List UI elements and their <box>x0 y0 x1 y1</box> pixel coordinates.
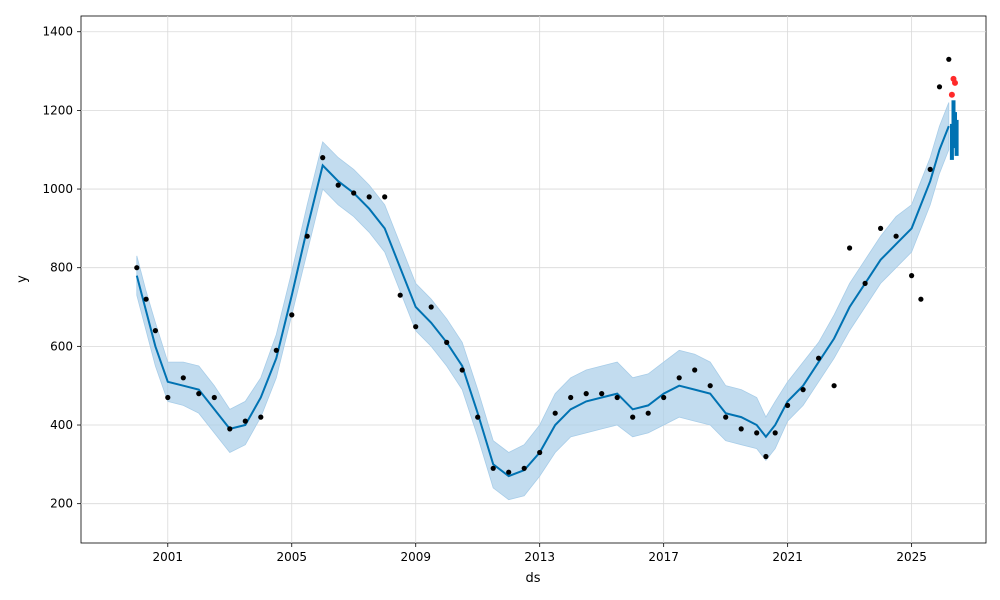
y-axis-label: y <box>15 275 30 283</box>
x-tick-label: 2025 <box>896 550 927 564</box>
observed-point <box>521 465 527 471</box>
observed-point <box>763 453 769 460</box>
observed-point <box>918 296 924 302</box>
observed-point <box>413 324 419 330</box>
observed-point <box>180 375 186 381</box>
forecast-series-line <box>135 125 950 478</box>
observed-point <box>630 414 636 420</box>
observed-point <box>645 410 651 416</box>
observed-point <box>444 339 450 345</box>
observed-point <box>738 426 744 432</box>
observed-point <box>831 383 837 389</box>
observed-point <box>242 418 248 424</box>
observed-point <box>614 394 620 401</box>
y-tick-label: 1000 <box>42 182 73 196</box>
observed-point <box>723 414 729 420</box>
y-tick-label: 200 <box>50 497 73 511</box>
observed-point <box>459 367 465 373</box>
observed-point <box>692 367 698 373</box>
observed-point <box>800 387 806 393</box>
observed-point <box>152 328 158 334</box>
observed-point <box>397 292 403 298</box>
x-tick-label: 2001 <box>153 550 184 564</box>
x-tick-label: 2005 <box>276 550 307 564</box>
observed-point <box>227 426 233 432</box>
interval-area <box>136 102 950 501</box>
observed-point <box>211 394 217 401</box>
observed-point <box>537 449 543 456</box>
observed-point <box>273 347 279 353</box>
forecast-tail-bar <box>954 119 959 156</box>
observed-point <box>661 394 667 401</box>
observed-point <box>862 280 868 286</box>
observed-point <box>506 469 512 475</box>
observed-point <box>707 383 713 389</box>
observed-points <box>134 56 952 475</box>
observed-point <box>165 394 171 401</box>
y-tick-label: 1400 <box>42 25 73 39</box>
highlight-point <box>948 91 955 98</box>
observed-point <box>366 194 372 200</box>
observed-point <box>289 312 295 318</box>
observed-point <box>893 233 899 239</box>
forecast-line <box>135 125 950 478</box>
observed-point <box>927 166 933 172</box>
observed-point <box>583 391 589 397</box>
observed-point <box>568 394 574 401</box>
observed-point <box>490 465 496 471</box>
y-tick-label: 400 <box>50 418 73 432</box>
observed-point <box>552 410 558 416</box>
observed-point <box>258 414 264 420</box>
observed-point <box>754 430 760 436</box>
observed-point <box>936 84 943 90</box>
observed-point <box>351 190 357 196</box>
observed-point <box>946 56 952 62</box>
x-tick-label: 2013 <box>524 550 555 564</box>
x-tick-label: 2021 <box>772 550 803 564</box>
forecast-tail <box>949 100 959 160</box>
uncertainty-band <box>136 102 950 501</box>
observed-point <box>382 194 388 200</box>
y-tick-label: 1200 <box>42 103 73 117</box>
observed-point <box>304 233 310 239</box>
observed-point <box>320 155 326 161</box>
observed-point <box>143 296 149 302</box>
y-axis-ticks: 200 400 600 800 1000 1200 1400 <box>42 25 81 511</box>
highlight-points <box>948 75 958 98</box>
observed-point <box>909 273 915 279</box>
x-axis-ticks: 2001 2005 2009 2013 2017 2021 2025 <box>153 543 927 564</box>
observed-point <box>196 391 202 397</box>
x-tick-label: 2009 <box>400 550 431 564</box>
observed-point <box>475 414 481 420</box>
forecast-tail-bar <box>949 123 954 160</box>
x-axis-label: ds <box>525 571 540 586</box>
y-tick-label: 800 <box>50 261 73 275</box>
observed-point <box>785 402 791 408</box>
observed-point <box>772 430 778 436</box>
observed-point <box>816 355 822 361</box>
observed-point <box>428 304 434 310</box>
observed-point <box>335 182 341 188</box>
observed-point <box>134 265 140 271</box>
x-tick-label: 2017 <box>648 550 679 564</box>
observed-point <box>599 391 605 397</box>
highlight-point <box>952 79 958 86</box>
observed-point <box>847 245 853 251</box>
y-tick-label: 600 <box>50 339 73 353</box>
observed-point <box>676 375 682 381</box>
observed-point <box>878 225 884 231</box>
